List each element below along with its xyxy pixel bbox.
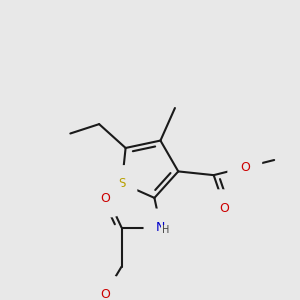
Text: O: O: [100, 192, 110, 205]
Text: S: S: [118, 177, 126, 190]
Text: O: O: [240, 161, 250, 174]
Text: O: O: [219, 202, 229, 215]
Text: O: O: [100, 288, 110, 300]
Text: H: H: [162, 225, 169, 235]
Text: N: N: [156, 221, 165, 234]
